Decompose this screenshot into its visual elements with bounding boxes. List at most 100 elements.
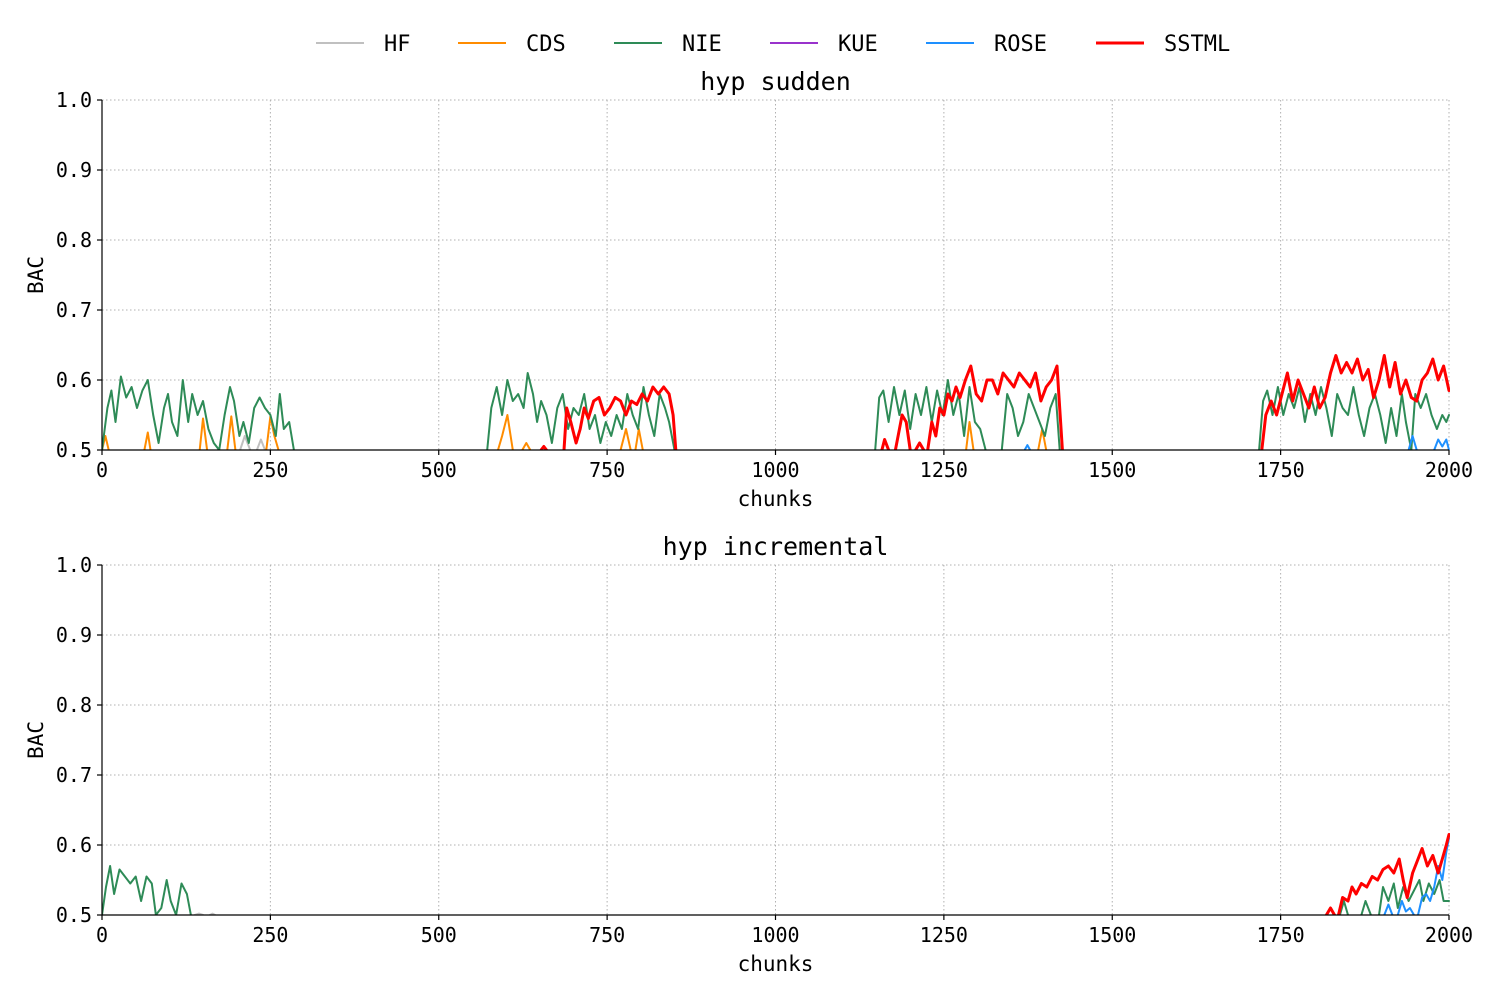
series-line-sstml [926, 364, 1064, 450]
series-line-nie [874, 379, 987, 450]
x-tick-label: 750 [589, 458, 625, 482]
legend-label: ROSE [994, 32, 1047, 57]
series-sstml [539, 354, 1450, 450]
y-tick-label: 0.6 [56, 833, 92, 857]
panel-title: hyp incremental [663, 532, 889, 561]
series-line-cds [143, 431, 152, 450]
x-axis-label: chunks [738, 952, 814, 976]
series-group [102, 354, 1450, 450]
series-line-sstml [880, 438, 891, 450]
panel-hyp-incremental: 0 250 500 750 1000 1250 1500 1750 20000.50.60.70… [24, 532, 1473, 976]
y-axis-label: BAC [24, 256, 48, 294]
grid [101, 564, 1450, 916]
series-line-nie [1258, 386, 1413, 450]
y-axis-label: BAC [24, 721, 48, 759]
x-tick-label: 1000 [751, 923, 799, 947]
legend-label: HF [384, 32, 411, 57]
series-line-cds [619, 428, 632, 450]
x-tick-label: 250 [252, 923, 288, 947]
series-line-cds [965, 421, 975, 450]
legend-label: SSTML [1164, 32, 1230, 57]
series-line-rose [1396, 900, 1415, 915]
grid [101, 99, 1450, 451]
legend-item-sstml: SSTML [1096, 32, 1230, 57]
series-nie [102, 865, 1450, 915]
x-tick-label: 1250 [920, 923, 968, 947]
x-tick-label: 1500 [1088, 458, 1136, 482]
series-line-cds [521, 442, 532, 450]
series-line-rose [1407, 435, 1418, 450]
series-hf [239, 435, 266, 450]
y-tick-label: 0.9 [56, 623, 92, 647]
series-line-nie [486, 372, 676, 450]
panel-hyp-sudden: 0 250 500 750 1000 1250 1500 1750 20000.50.60.70… [24, 67, 1473, 511]
series-rose [1383, 837, 1450, 915]
series-line-sstml [562, 385, 678, 450]
panel-title: hyp sudden [700, 67, 851, 96]
x-tick-label: 1500 [1088, 923, 1136, 947]
y-tick-label: 0.5 [56, 903, 92, 927]
series-line-sstml [893, 413, 912, 450]
x-tick-label: 250 [252, 458, 288, 482]
legend-item-hf: HF [316, 32, 411, 57]
x-tick-label: 500 [421, 923, 457, 947]
series-nie [102, 372, 1450, 450]
series-sstml [1324, 833, 1450, 915]
legend-item-kue: KUE [770, 32, 878, 57]
x-tick-label: 1000 [751, 458, 799, 482]
legend-label: CDS [526, 32, 566, 57]
series-line-hf [255, 438, 266, 450]
y-tick-label: 0.5 [56, 438, 92, 462]
x-tick-label: 2000 [1425, 923, 1473, 947]
series-line-nie [1000, 393, 1061, 450]
series-line-cds [497, 414, 514, 450]
series-line-sstml [914, 441, 926, 450]
series-line-nie [1378, 879, 1450, 915]
series-line-sstml [1337, 833, 1450, 915]
series-rose [1023, 435, 1450, 450]
legend-label: NIE [682, 32, 722, 57]
x-tick-label: 1750 [1257, 923, 1305, 947]
y-tick-label: 0.8 [56, 228, 92, 252]
series-group [102, 833, 1450, 915]
legend-item-nie: NIE [614, 32, 722, 57]
x-axis-label: chunks [738, 487, 814, 511]
y-tick-label: 0.9 [56, 158, 92, 182]
series-line-rose [1433, 438, 1450, 450]
series-line-rose [1023, 444, 1032, 450]
series-line-sstml [1324, 906, 1336, 915]
legend-item-cds: CDS [458, 32, 566, 57]
series-line-cds [198, 417, 209, 450]
x-tick-label: 1250 [920, 458, 968, 482]
y-ticks: 0.5 0.6 0.7 0.8 0.9 1.0 [56, 553, 102, 927]
x-ticks: 0 250 500 750 1000 1250 1500 1750 2000 [96, 915, 1473, 947]
y-tick-label: 0.6 [56, 368, 92, 392]
x-tick-label: 0 [96, 458, 108, 482]
x-tick-label: 750 [589, 923, 625, 947]
y-tick-label: 1.0 [56, 88, 92, 112]
y-tick-label: 0.8 [56, 693, 92, 717]
legend: HF CDS NIE KUE ROSE SSTML [316, 32, 1230, 57]
x-tick-label: 1750 [1257, 458, 1305, 482]
series-line-nie [1338, 900, 1349, 915]
series-line-cds [634, 428, 644, 450]
series-line-rose [1417, 837, 1450, 915]
series-line-rose [1383, 903, 1394, 915]
x-tick-label: 500 [421, 458, 457, 482]
series-line-nie [102, 375, 295, 450]
y-tick-label: 1.0 [56, 553, 92, 577]
series-line-sstml [539, 445, 548, 450]
y-ticks: 0.5 0.6 0.7 0.8 0.9 1.0 [56, 88, 102, 462]
y-tick-label: 0.7 [56, 763, 92, 787]
x-ticks: 0 250 500 750 1000 1250 1500 1750 2000 [96, 450, 1473, 482]
x-tick-label: 2000 [1425, 458, 1473, 482]
y-tick-label: 0.7 [56, 298, 92, 322]
series-line-nie [102, 865, 192, 915]
x-tick-label: 0 [96, 923, 108, 947]
legend-item-rose: ROSE [926, 32, 1047, 57]
series-line-nie [1360, 900, 1372, 915]
series-line-sstml [1260, 354, 1450, 450]
legend-label: KUE [838, 32, 878, 57]
series-line-hf [239, 435, 252, 450]
